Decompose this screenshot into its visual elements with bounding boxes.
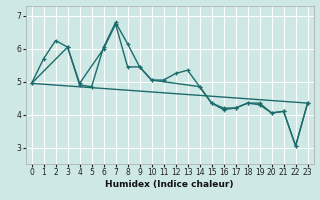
X-axis label: Humidex (Indice chaleur): Humidex (Indice chaleur)	[105, 180, 234, 189]
